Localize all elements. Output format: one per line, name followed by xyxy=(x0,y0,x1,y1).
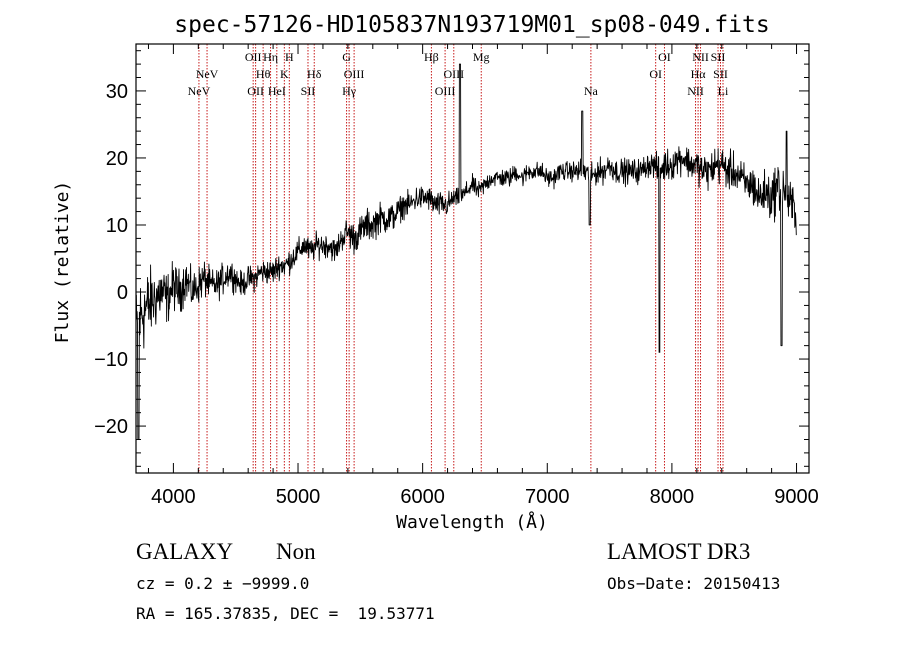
spectrum-line xyxy=(135,63,797,440)
redshift-cz: cz = 0.2 ± −9999.0 xyxy=(136,574,309,593)
line-marker-label-21: NII xyxy=(687,84,704,98)
line-marker-label-5: Hη xyxy=(263,50,278,64)
x-tick-label-6000: 6000 xyxy=(400,486,445,508)
x-tick-label-8000: 8000 xyxy=(650,486,695,508)
y-axis-label: Flux (relative) xyxy=(52,181,73,344)
y-tick-label-10: 10 xyxy=(106,215,128,237)
y-tick-label--20: −20 xyxy=(94,416,128,438)
line-marker-label-2: OII xyxy=(245,50,262,64)
emission-line-labels: NeV NeV OII OII Hθ Hη HeI KH SII Hδ G Hγ OIII Hβ OIII O… xyxy=(188,50,729,98)
x-axis-ticks: 4000 5000 6000 7000 8000 9000 xyxy=(147,44,819,508)
y-tick-label-0: 0 xyxy=(117,282,128,304)
emission-line-markers xyxy=(198,44,724,473)
ra-dec-coordinates: RA = 165.37835, DEC = 19.53771 xyxy=(136,604,435,623)
chart-title: spec-57126-HD105837N193719M01_sp08-049.f… xyxy=(174,12,769,38)
line-marker-label-0: NeV xyxy=(188,84,211,98)
x-tick-label-5000: 5000 xyxy=(276,486,321,508)
y-tick-label--10: −10 xyxy=(94,349,128,371)
survey-name: LAMOST DR3 xyxy=(607,539,750,564)
line-marker-label-25: SII xyxy=(713,67,728,81)
line-marker-label-23: NII xyxy=(692,50,709,64)
line-marker-label-10: Hδ xyxy=(307,67,322,81)
x-tick-label-4000: 4000 xyxy=(151,486,196,508)
line-marker-label-20: OI xyxy=(658,50,671,64)
plot-frame xyxy=(135,43,810,474)
y-axis-ticks: −20 −10 0 10 20 30 xyxy=(94,50,809,467)
line-marker-label-1: NeV xyxy=(196,67,219,81)
line-marker-label-18: Na xyxy=(584,84,599,98)
line-marker-label-24: SII xyxy=(711,50,726,64)
line-marker-label-19: OI xyxy=(649,67,662,81)
line-marker-label-14: Hβ xyxy=(424,50,439,64)
line-marker-label-15: OIII xyxy=(435,84,456,98)
x-axis-label: Wavelength (Å) xyxy=(396,511,548,533)
line-marker-label-9: SII xyxy=(301,84,316,98)
line-marker-label-17: Mg xyxy=(473,50,490,64)
line-marker-label-7: K xyxy=(280,67,289,81)
observation-date: Obs−Date: 20150413 xyxy=(607,574,780,593)
line-marker-label-26: Li xyxy=(718,84,729,98)
line-marker-label-22: Hα xyxy=(691,67,707,81)
object-subclass: Non xyxy=(276,539,316,564)
line-marker-label-4: Hθ xyxy=(256,67,271,81)
line-marker-label-12: Hγ xyxy=(342,84,357,98)
y-tick-label-20: 20 xyxy=(106,148,128,170)
line-marker-label-8: H xyxy=(285,50,294,64)
spectrum-series xyxy=(135,63,797,440)
line-marker-label-16: OIII xyxy=(443,67,464,81)
x-tick-label-9000: 9000 xyxy=(774,486,819,508)
x-tick-label-7000: 7000 xyxy=(525,486,570,508)
line-marker-label-6: HeI xyxy=(268,84,286,98)
line-marker-label-13: OIII xyxy=(344,67,365,81)
line-marker-label-3: OII xyxy=(247,84,264,98)
line-marker-label-11: G xyxy=(342,50,351,64)
object-class: GALAXY xyxy=(136,539,233,564)
y-tick-label-30: 30 xyxy=(106,81,128,103)
